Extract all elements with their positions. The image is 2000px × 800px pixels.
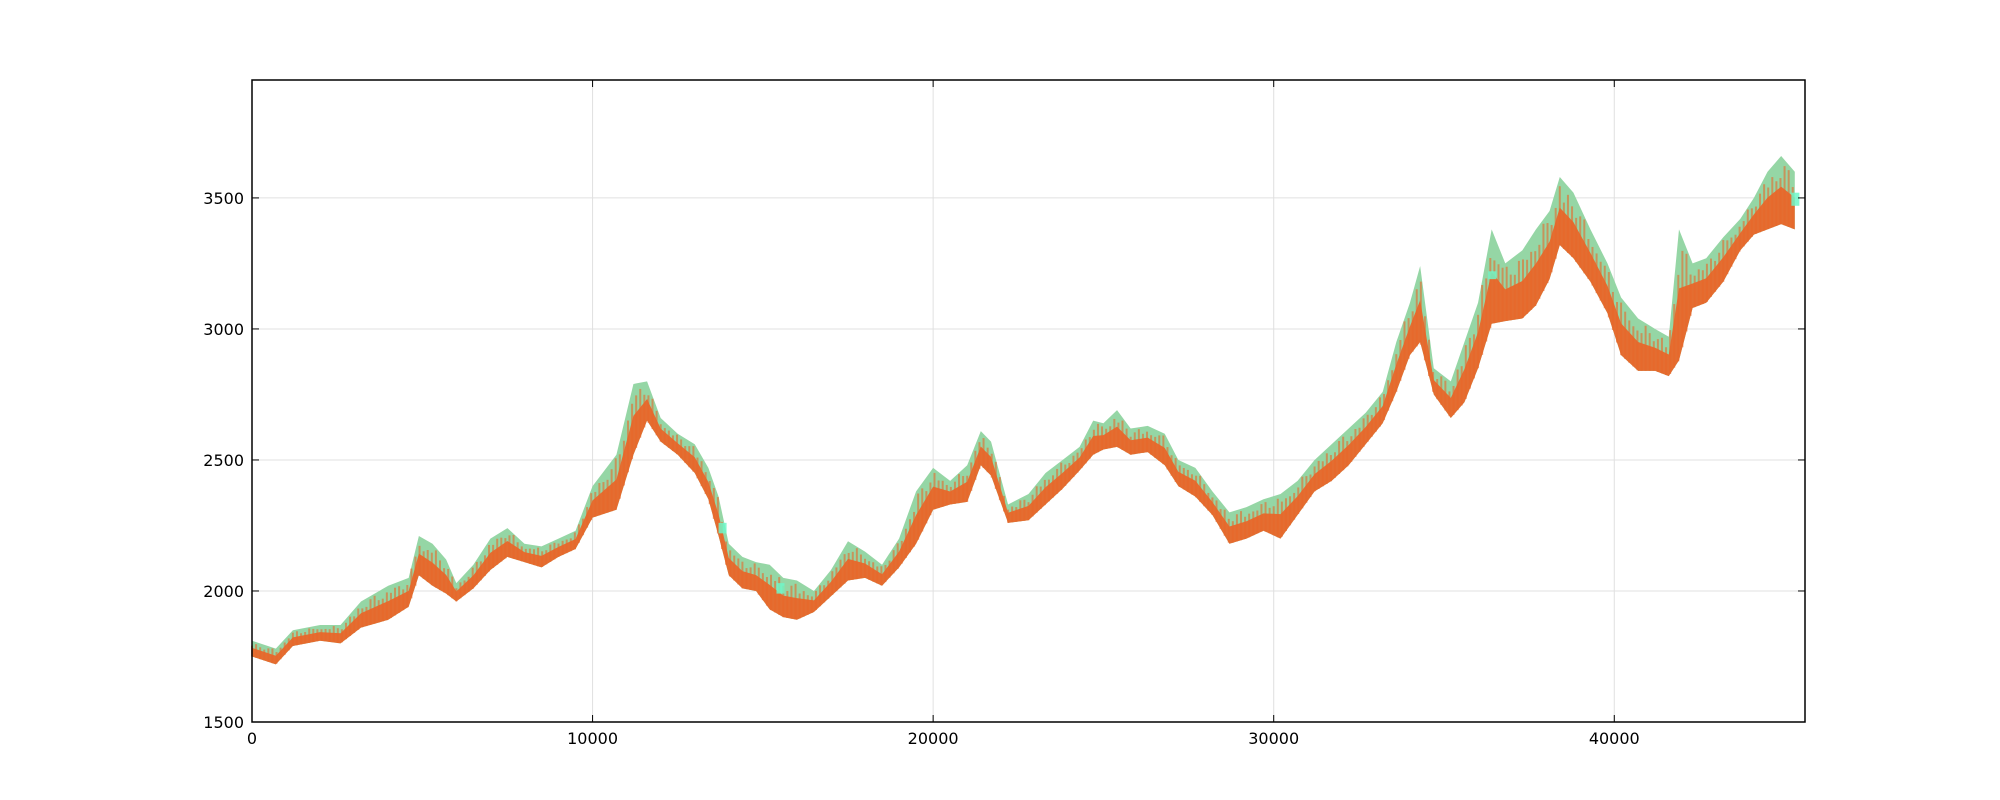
highlight-mark — [776, 583, 785, 594]
lower-band-area — [252, 186, 1795, 665]
data-bands — [251, 155, 1800, 665]
x-tick-label: 10000 — [567, 729, 618, 748]
grid-lines — [251, 80, 1805, 723]
y-tick-label: 1500 — [203, 713, 244, 732]
highlight-mark — [1488, 271, 1497, 280]
highlight-mark — [718, 522, 727, 534]
x-tick-label: 30000 — [1248, 729, 1299, 748]
x-tick-label: 40000 — [1589, 729, 1640, 748]
y-tick-label: 2000 — [203, 582, 244, 601]
y-tick-label: 2500 — [203, 451, 244, 470]
plot-frame — [251, 79, 1806, 723]
x-tick-label: 0 — [247, 729, 257, 748]
axis-ticks: 0 10000 20000 30000 40000 1500 2000 2500 3000 350… — [203, 80, 1805, 748]
x-tick-label: 20000 — [908, 729, 959, 748]
y-tick-label: 3000 — [203, 320, 244, 339]
highlight-mark — [1791, 192, 1800, 206]
y-tick-label: 3500 — [203, 189, 244, 208]
